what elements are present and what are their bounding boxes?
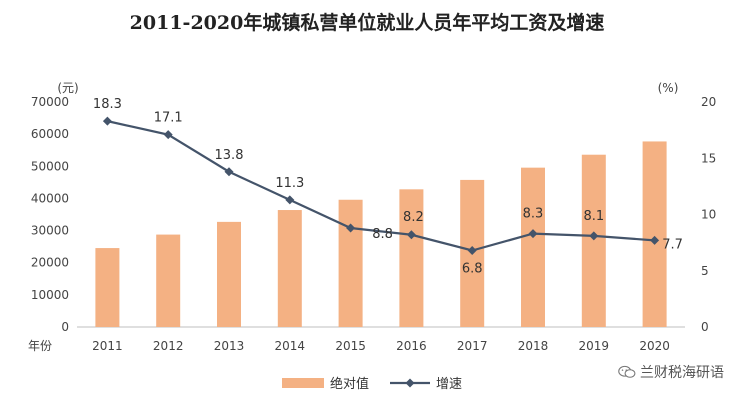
left-tick-label: 50000 [31, 159, 69, 173]
line-point [163, 130, 173, 140]
left-axis-unit: (元) [57, 81, 78, 95]
data-label: 8.3 [523, 207, 544, 222]
right-tick-label: 10 [701, 208, 716, 222]
legend-marker-line [405, 378, 415, 388]
line-point [102, 116, 112, 126]
watermark: 兰财税海研语 [618, 362, 724, 382]
bar [338, 199, 363, 327]
x-tick-label: 2014 [275, 339, 306, 353]
bar [399, 189, 424, 327]
legend: 绝对值 增速 [282, 376, 462, 392]
left-tick-label: 0 [61, 320, 69, 334]
line-point [224, 167, 234, 177]
bar [95, 248, 120, 327]
data-label: 8.1 [583, 209, 604, 224]
left-tick-label: 10000 [31, 288, 69, 302]
x-tick-label: 2012 [153, 339, 184, 353]
bar [521, 167, 545, 327]
left-tick-label: 70000 [31, 95, 69, 109]
line-point [589, 231, 599, 241]
bar-series [95, 141, 667, 327]
line-point [650, 235, 660, 245]
x-axis-label: 年份 [28, 339, 52, 353]
right-axis-unit: (%) [658, 81, 679, 95]
axes: 0 10000 20000 30000 40000 50000 60000 70000 0 5 10… [28, 81, 716, 353]
right-tick-label: 15 [701, 151, 716, 165]
right-tick-label: 20 [701, 95, 716, 109]
legend-label-line: 增速 [436, 377, 462, 392]
x-tick-label: 2016 [396, 339, 427, 353]
left-tick-label: 20000 [31, 256, 69, 270]
data-label: 13.8 [215, 148, 244, 163]
data-label: 8.2 [403, 210, 424, 225]
data-label: 11.3 [275, 176, 304, 191]
legend-swatch-bar [282, 378, 324, 388]
bar [217, 221, 241, 327]
x-tick-label: 2019 [579, 339, 610, 353]
data-label: 18.3 [93, 97, 122, 112]
bar [156, 234, 181, 327]
data-label: 8.8 [372, 227, 393, 242]
data-label: 6.8 [462, 262, 483, 277]
left-tick-label: 30000 [31, 224, 69, 238]
line-series [102, 116, 660, 255]
data-labels: 18.3 17.1 13.8 11.3 8.8 8.2 6.8 8.3 8.1 7.7 [93, 97, 683, 276]
data-label: 17.1 [154, 111, 183, 126]
watermark-text: 兰财税海研语 [640, 365, 724, 381]
right-tick-label: 0 [701, 320, 709, 334]
x-tick-label: 2018 [518, 339, 549, 353]
line-point [406, 230, 416, 240]
left-tick-label: 60000 [31, 127, 69, 141]
line-point [528, 229, 538, 239]
x-tick-label: 2017 [457, 339, 488, 353]
x-tick-label: 2015 [335, 339, 366, 353]
x-tick-label: 2020 [639, 339, 670, 353]
chart-title: 2011-2020年城镇私营单位就业人员年平均工资及增速 [129, 12, 605, 34]
line-point [346, 223, 356, 233]
bar [581, 154, 606, 327]
x-tick-label: 2011 [92, 339, 123, 353]
wechat-icon [618, 365, 636, 378]
bar [277, 210, 302, 327]
bar [642, 141, 667, 327]
line-point [285, 195, 295, 205]
growth-line [107, 120, 655, 252]
legend-label-bar: 绝对值 [330, 376, 369, 392]
line-point [467, 246, 477, 255]
left-tick-label: 40000 [31, 191, 69, 205]
data-label: 7.7 [662, 237, 683, 252]
x-tick-label: 2013 [214, 339, 245, 353]
right-tick-label: 5 [701, 264, 709, 278]
